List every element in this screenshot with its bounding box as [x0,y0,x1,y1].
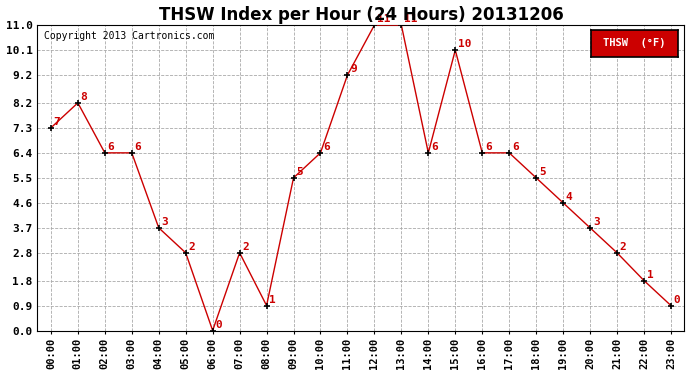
Text: 2: 2 [242,242,249,252]
Title: THSW Index per Hour (24 Hours) 20131206: THSW Index per Hour (24 Hours) 20131206 [159,6,563,24]
Text: 5: 5 [296,167,303,177]
Text: 10: 10 [458,39,471,50]
Text: 1: 1 [647,270,653,280]
Text: Copyright 2013 Cartronics.com: Copyright 2013 Cartronics.com [44,31,215,41]
Text: 0: 0 [215,320,222,330]
Text: 3: 3 [593,217,600,227]
Text: 6: 6 [431,142,438,152]
Text: 6: 6 [108,142,115,152]
Text: 8: 8 [81,92,88,102]
Text: 11: 11 [377,14,391,24]
Text: 6: 6 [324,142,330,152]
Text: 6: 6 [485,142,492,152]
Text: 6: 6 [512,142,519,152]
Text: 5: 5 [539,167,546,177]
Text: 0: 0 [673,295,680,305]
Text: 2: 2 [620,242,627,252]
Text: 7: 7 [54,117,61,127]
Text: 9: 9 [351,64,357,74]
Text: 4: 4 [566,192,573,202]
Text: 3: 3 [161,217,168,227]
Text: 6: 6 [135,142,141,152]
Text: 1: 1 [269,295,276,305]
Text: 11: 11 [404,14,417,24]
Text: 2: 2 [188,242,195,252]
